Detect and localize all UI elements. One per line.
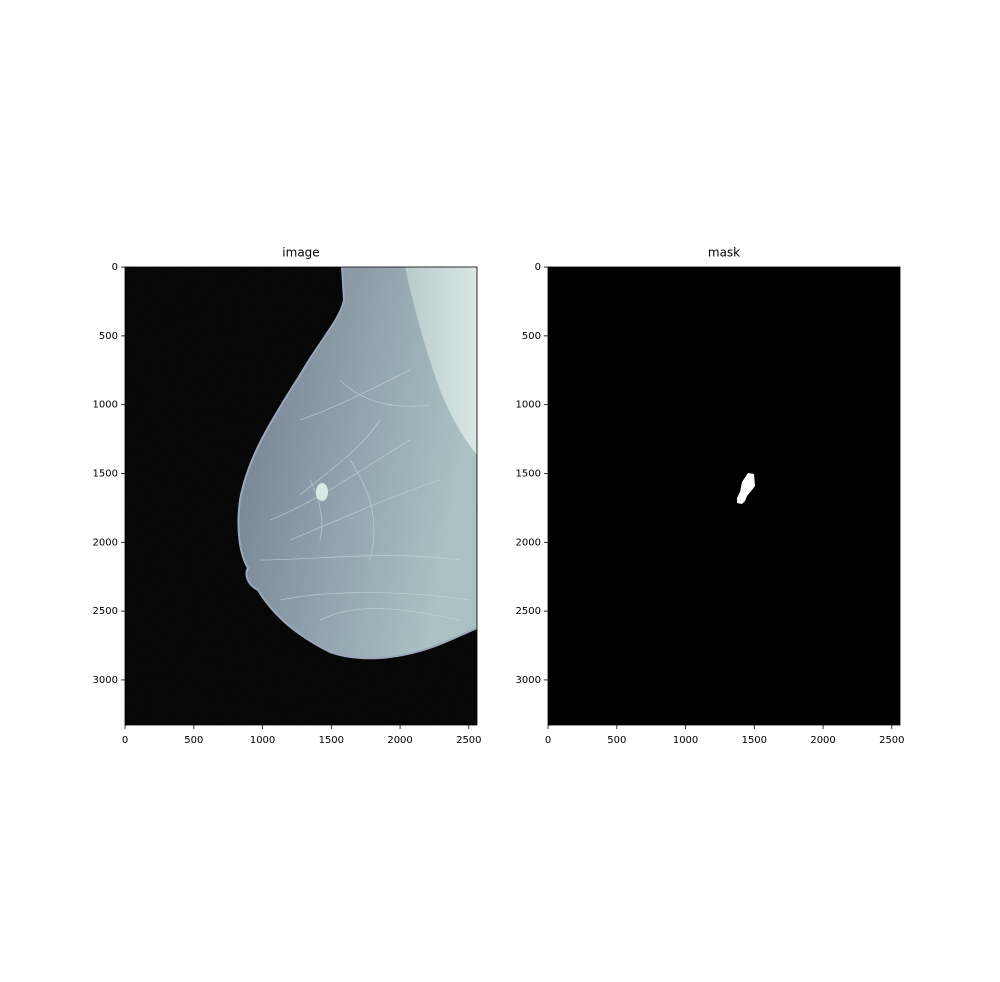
y-tick-label: 2500 [516, 606, 541, 617]
y-tick-label: 0 [112, 262, 118, 273]
x-tick-label: 2500 [879, 735, 904, 746]
image-panel [125, 267, 477, 725]
x-tick-label: 2000 [387, 735, 412, 746]
y-tick-label: 500 [99, 331, 118, 342]
x-tick-label: 1500 [319, 735, 344, 746]
mask-background [548, 267, 900, 725]
x-tick-label: 2500 [456, 735, 481, 746]
x-tick-label: 500 [184, 735, 203, 746]
y-tick-label: 1000 [516, 400, 541, 411]
mask-region [737, 473, 755, 504]
axes-title: mask [708, 246, 740, 260]
axes-title: image [282, 246, 319, 260]
x-tick-label: 1000 [250, 735, 275, 746]
axes-frame [547, 266, 901, 726]
grain [125, 267, 477, 725]
y-tick-label: 0 [535, 262, 541, 273]
y-tick-label: 1500 [516, 468, 541, 479]
y-tick-label: 2500 [93, 606, 118, 617]
y-tick-label: 2000 [93, 537, 118, 548]
x-tick-label: 1000 [673, 735, 698, 746]
y-tick-label: 1000 [93, 400, 118, 411]
x-tick-label: 0 [545, 735, 551, 746]
x-tick-label: 0 [122, 735, 128, 746]
y-tick-label: 1500 [93, 468, 118, 479]
x-tick-label: 1500 [742, 735, 767, 746]
y-tick-label: 500 [522, 331, 541, 342]
axes-frame [124, 266, 478, 726]
x-tick-label: 2000 [810, 735, 835, 746]
y-tick-label: 3000 [516, 675, 541, 686]
y-tick-label: 2000 [516, 537, 541, 548]
x-tick-label: 500 [607, 735, 626, 746]
y-tick-label: 3000 [93, 675, 118, 686]
